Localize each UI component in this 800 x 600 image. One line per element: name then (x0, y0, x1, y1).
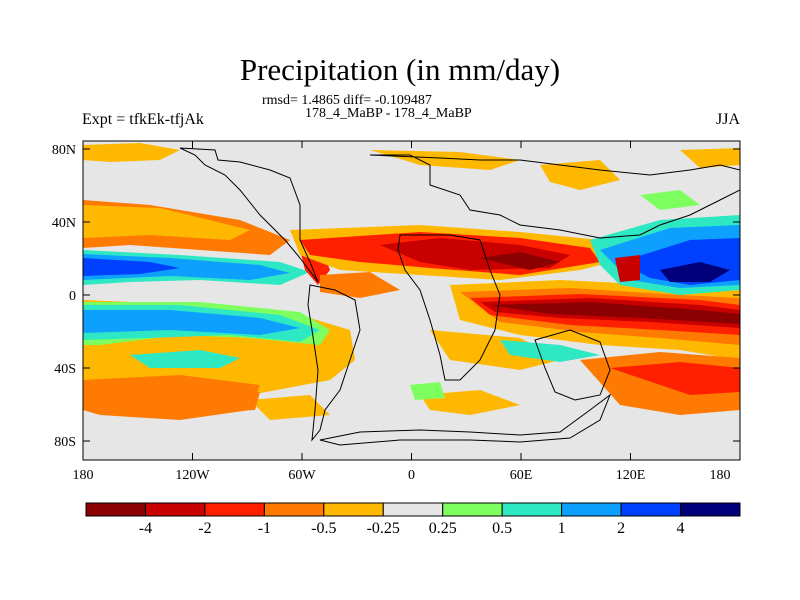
colorbar-swatch (442, 502, 503, 517)
lon-labels: 180 120W 60W 0 60E 120E 180 (73, 468, 731, 483)
lat-label: 80S (54, 435, 76, 450)
lat-tick-marks (83, 148, 740, 442)
precip-region (130, 350, 240, 368)
map-title: Precipitation (in mm/day) (239, 52, 561, 87)
precip-region (610, 362, 740, 395)
stats-subtitle: rmsd= 1.4865 diff= -0.109487 (262, 93, 432, 108)
colorbar-swatch (620, 502, 682, 517)
coastline-australia (534, 329, 611, 401)
lon-label: 120E (616, 468, 646, 483)
precip-region (83, 258, 180, 276)
precip-region (680, 148, 740, 168)
precip-region (500, 340, 600, 362)
colorbar-swatch (561, 502, 622, 517)
precip-region (250, 395, 330, 420)
colorbar-swatch (680, 502, 741, 517)
precip-region (420, 390, 520, 415)
colorbar-label: 0.25 (429, 520, 457, 537)
lon-label: 60E (510, 468, 533, 483)
precip-region (410, 382, 445, 400)
experiment-label: Expt = tfkEk-tfjAk (82, 111, 204, 128)
colorbar-labels: -4 -2 -1 -0.5 -0.25 0.25 0.5 1 2 4 (139, 520, 685, 537)
precip-region (200, 392, 260, 412)
lat-label: 0 (69, 289, 76, 304)
colorbar-swatch (263, 502, 325, 517)
lon-label: 60W (288, 468, 316, 483)
lon-label: 180 (710, 468, 731, 483)
colorbar-label: -2 (198, 520, 211, 537)
lon-label: 180 (73, 468, 94, 483)
precip-region (540, 160, 620, 190)
lat-label: 40N (52, 216, 76, 231)
lat-label: 40S (54, 362, 76, 377)
precip-region (615, 255, 640, 282)
colorbar (85, 502, 741, 517)
precip-region (83, 143, 180, 162)
field-layer (83, 141, 740, 460)
colorbar-label: 2 (617, 520, 625, 537)
precip-region (320, 272, 400, 298)
colorbar-swatch (323, 502, 384, 517)
precip-region (430, 330, 560, 370)
colorbar-swatch (204, 502, 265, 517)
precip-region (640, 190, 700, 210)
cases-subtitle: 178_4_MaBP - 178_4_MaBP (305, 106, 472, 121)
colorbar-label: 4 (677, 520, 685, 537)
colorbar-label: -4 (139, 520, 152, 537)
coastline-north-america (179, 147, 319, 283)
precip-region (83, 205, 250, 240)
colorbar-label: 1 (558, 520, 566, 537)
colorbar-swatch (144, 502, 206, 517)
precip-region (83, 310, 300, 335)
lon-tick-marks (82, 141, 741, 460)
colorbar-swatch (382, 502, 444, 517)
lat-label: 80N (52, 143, 76, 158)
season-label: JJA (715, 111, 740, 128)
precip-region (490, 302, 740, 324)
lon-label: 0 (408, 468, 415, 483)
colorbar-label: 0.5 (492, 520, 512, 537)
coastline-eurasia (369, 154, 740, 239)
coastline-africa (397, 234, 501, 381)
colorbar-label: -0.5 (311, 520, 336, 537)
colorbar-swatch (85, 502, 146, 517)
lat-labels: 80N 40N 0 40S 80S (52, 143, 76, 450)
lon-label: 120W (175, 468, 210, 483)
colorbar-label: -0.25 (367, 520, 400, 537)
precip-region (660, 262, 730, 282)
colorbar-swatch (501, 502, 563, 517)
coastline-south-america (307, 284, 361, 442)
coastlines (179, 147, 740, 446)
coastline-antarctica (319, 393, 612, 446)
precip-region (480, 252, 560, 270)
colorbar-label: -1 (258, 520, 271, 537)
